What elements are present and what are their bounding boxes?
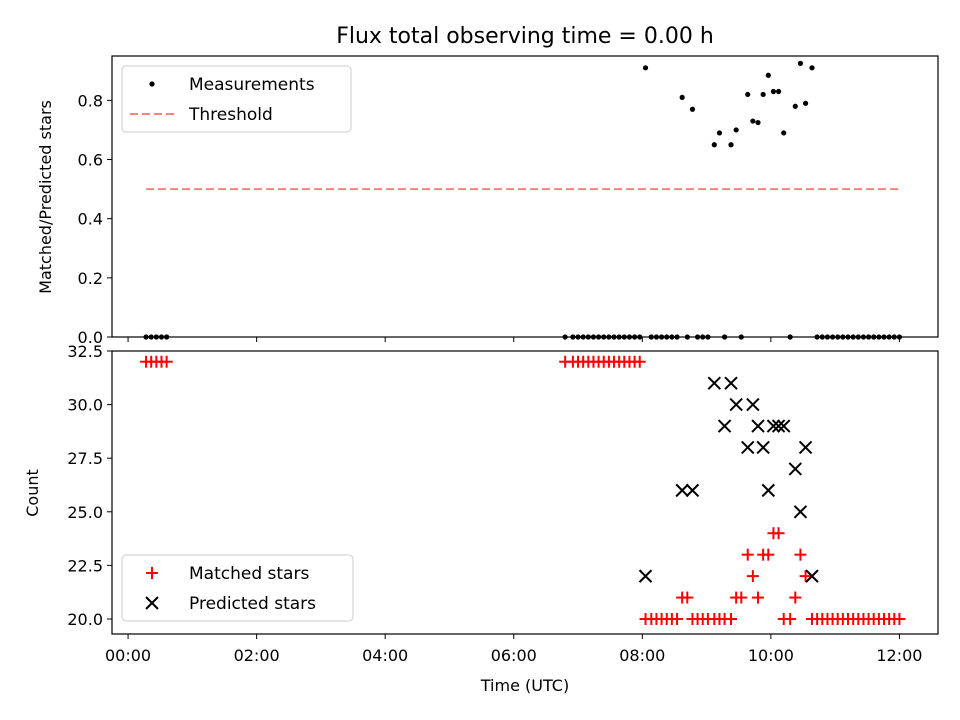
- predicted-star-point: [707, 376, 722, 390]
- top-y-axis: 0.0 0.2 0.4 0.6 0.8: [78, 91, 112, 347]
- top-legend: Measurements Threshold: [121, 65, 352, 133]
- predicted-star-point: [638, 569, 653, 583]
- bottom-y-tick-label: 30.0: [67, 396, 103, 415]
- matched-star-point: [725, 612, 738, 625]
- predicted-star-point: [675, 483, 689, 498]
- legend-matched-marker: [146, 567, 158, 579]
- matched-star-point: [762, 548, 775, 561]
- matched-star-point: [746, 570, 759, 583]
- measurement-point: [711, 142, 717, 148]
- top-panel: 0.00.20.40.60.8 Matched/Predicted stars …: [36, 55, 939, 347]
- bottom-axes-frame: [111, 350, 939, 635]
- top-y-tick-label: 0.2: [78, 269, 103, 288]
- measurement-point: [809, 65, 815, 71]
- matched-star-point: [794, 548, 807, 561]
- legend-measurements-marker: [149, 81, 155, 87]
- top-axes-frame: [111, 55, 939, 338]
- legend-matched-label: Matched stars: [189, 564, 309, 584]
- predicted-star-point: [798, 440, 813, 455]
- measurement-point: [760, 91, 766, 98]
- top-y-tick-label: 0.0: [78, 328, 103, 347]
- legend-threshold-label: Threshold: [188, 105, 273, 125]
- chart-title: Flux total observing time = 0.00 h: [336, 24, 714, 49]
- bottom-panel: 20.0 22.5 25.0 27.5 30.0 32.5 00:00 02:00 04:00…: [23, 342, 939, 695]
- top-y-tick-label: 0.6: [78, 151, 103, 170]
- legend-predicted-label: Predicted stars: [189, 594, 316, 614]
- predicted-star-point: [751, 419, 765, 433]
- measurement-point: [716, 130, 723, 136]
- matched-star-point: [741, 548, 754, 561]
- matched-star-point: [735, 591, 748, 604]
- measurement-point: [755, 119, 761, 126]
- top-y-tick-label: 0.4: [78, 210, 103, 229]
- bottom-y-tick-label: 27.5: [67, 449, 103, 468]
- bottom-y-tick-label: 20.0: [67, 610, 103, 629]
- bottom-legend-box: [121, 554, 354, 622]
- bottom-x-axis: 00:00 02:00 04:00 06:00 08:00 10:00 12:00: [105, 634, 922, 665]
- top-y-axis-label: Matched/Predicted stars: [36, 100, 55, 294]
- measurement-point: [802, 100, 809, 106]
- measurement-point: [792, 103, 798, 109]
- matched-star-point: [752, 591, 765, 604]
- predicted-star-point: [729, 397, 743, 412]
- predicted-star-point: [793, 505, 808, 519]
- matched-star-point: [799, 570, 812, 583]
- matched-star-point: [633, 355, 646, 368]
- legend-predicted-marker: [145, 596, 159, 610]
- x-tick-label: 08:00: [619, 646, 665, 665]
- matched-star-point: [893, 612, 906, 625]
- x-axis-label: Time (UTC): [480, 676, 569, 695]
- bottom-y-axis: 20.0 22.5 25.0 27.5 30.0 32.5: [67, 342, 112, 629]
- measurement-point: [728, 142, 734, 148]
- bottom-y-axis-label: Count: [23, 469, 42, 517]
- x-tick-label: 06:00: [491, 646, 537, 665]
- predicted-star-point: [717, 419, 732, 433]
- predicted-star-point: [746, 397, 760, 412]
- bottom-y-tick-label: 22.5: [67, 556, 103, 575]
- legend-measurements-label: Measurements: [189, 75, 315, 95]
- bottom-legend: Matched stars Predicted stars: [121, 554, 354, 622]
- matched-star-point: [789, 591, 802, 604]
- measurement-point: [781, 130, 787, 136]
- measurement-point: [642, 65, 649, 71]
- x-tick-label: 04:00: [362, 646, 408, 665]
- measurement-point: [679, 94, 685, 101]
- matched-star-point: [681, 591, 694, 604]
- predicted-star-point: [766, 419, 781, 433]
- measurement-point: [797, 60, 804, 66]
- predicted-star-point: [761, 483, 776, 498]
- x-tick-label: 02:00: [234, 646, 280, 665]
- predicted-star-point: [685, 483, 700, 498]
- predicted-star-point: [788, 462, 803, 476]
- matched-star-point: [784, 612, 797, 625]
- predicted-star-point: [741, 440, 755, 455]
- measurement-point: [733, 127, 739, 133]
- bottom-plot-marks: [140, 355, 906, 625]
- predicted-star-point: [777, 419, 791, 433]
- matched-star-point: [160, 355, 173, 368]
- predicted-star-point: [724, 376, 738, 390]
- top-legend-box: [121, 65, 352, 133]
- measurement-point: [770, 88, 777, 95]
- measurement-point: [750, 118, 756, 124]
- measurement-point: [689, 106, 696, 112]
- measurement-point: [765, 72, 771, 78]
- matched-star-point: [772, 527, 785, 540]
- x-tick-label: 10:00: [748, 646, 794, 665]
- top-x-axis-ticks: [127, 337, 900, 342]
- bottom-y-tick-label: 25.0: [67, 503, 103, 522]
- predicted-star-point: [756, 440, 770, 455]
- bottom-y-tick-label: 32.5: [67, 342, 103, 361]
- measurement-point: [745, 91, 751, 98]
- predicted-star-point: [805, 569, 819, 583]
- top-y-tick-label: 0.8: [78, 91, 103, 110]
- x-tick-label: 00:00: [105, 646, 151, 665]
- measurement-point: [775, 88, 782, 95]
- predicted-star-point: [771, 419, 786, 433]
- x-tick-label: 12:00: [876, 646, 922, 665]
- matched-star-point: [671, 612, 684, 625]
